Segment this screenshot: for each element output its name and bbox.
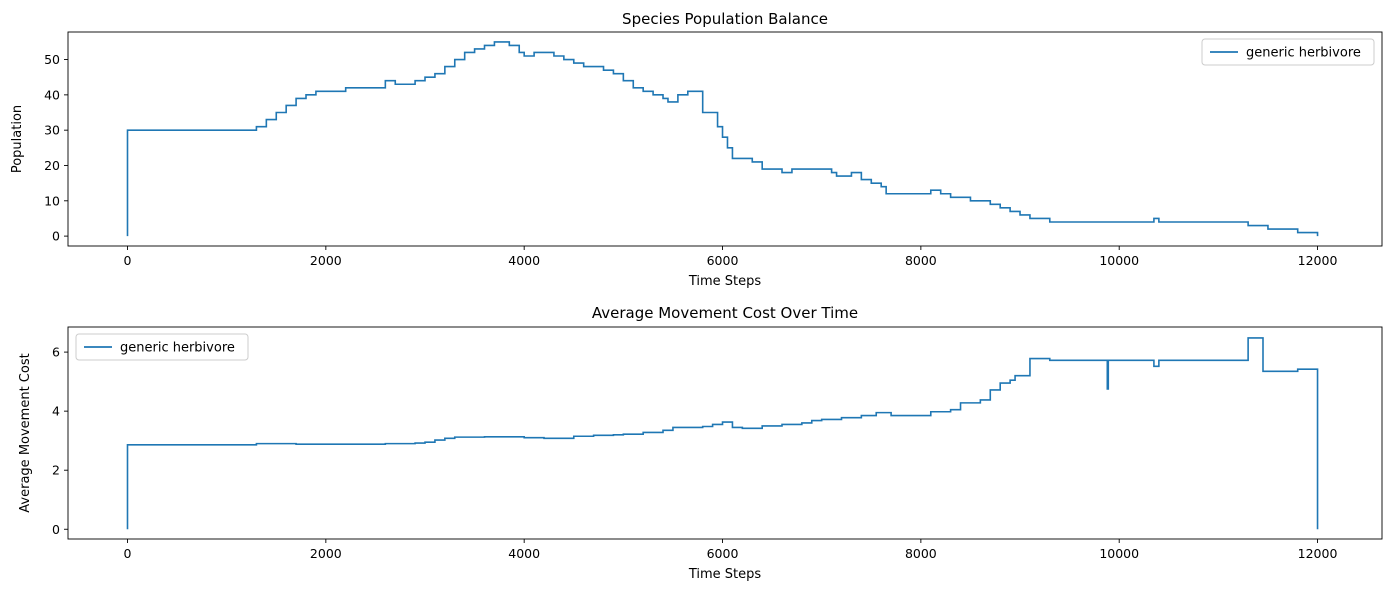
x-tick-label: 8000 — [905, 253, 937, 268]
x-tick-label: 0 — [124, 546, 132, 561]
chart-panel-2: 0 2000 4000 6000 8000 10000 12000 0 2 4 6 Average M… — [18, 304, 1383, 582]
x-tick-label: 2000 — [310, 546, 342, 561]
y-axis-label: Population — [10, 105, 25, 173]
x-tick-label: 12000 — [1298, 546, 1338, 561]
x-tick-label: 8000 — [905, 546, 937, 561]
chart-panel-1: 0 2000 4000 6000 8000 10000 12000 0 10 20 30 40 50 Sp… — [10, 10, 1383, 289]
legend-label: generic herbivore — [1246, 46, 1361, 61]
series-line-1 — [126, 337, 1319, 530]
y-axis-label: Average Movement Cost — [18, 353, 33, 512]
y-tick-label: 30 — [44, 123, 60, 138]
x-tick-label: 0 — [124, 253, 132, 268]
x-tick-label: 6000 — [707, 546, 739, 561]
legend-frame — [75, 333, 249, 361]
x-tick-label: 12000 — [1298, 253, 1338, 268]
y-tick-label: 40 — [44, 87, 60, 102]
x-tick-label: 4000 — [508, 546, 540, 561]
series-line-1 — [126, 41, 1319, 237]
y-tick-label: 6 — [52, 345, 60, 360]
chart-title: Species Population Balance — [622, 10, 828, 28]
legend: generic herbivore — [1201, 38, 1375, 66]
y-tick-label: 4 — [52, 404, 60, 419]
y-tick-label: 10 — [44, 193, 60, 208]
y-tick-label: 0 — [52, 522, 60, 537]
legend: generic herbivore — [75, 333, 249, 361]
y-tick-label: 20 — [44, 158, 60, 173]
y-tick-label: 2 — [52, 463, 60, 478]
y-tick-label: 0 — [52, 229, 60, 244]
legend-frame — [1201, 38, 1375, 66]
chart-title: Average Movement Cost Over Time — [592, 304, 858, 322]
x-tick-label: 6000 — [707, 253, 739, 268]
plot-frame — [67, 326, 1383, 540]
x-tick-label: 10000 — [1099, 253, 1139, 268]
x-axis-label: Time Steps — [688, 567, 762, 582]
x-axis-label: Time Steps — [688, 274, 762, 289]
y-tick-label: 50 — [44, 52, 60, 67]
legend-label: generic herbivore — [120, 341, 235, 356]
plot-frame — [67, 31, 1383, 247]
x-tick-label: 10000 — [1099, 546, 1139, 561]
x-tick-label: 2000 — [310, 253, 342, 268]
x-tick-label: 4000 — [508, 253, 540, 268]
